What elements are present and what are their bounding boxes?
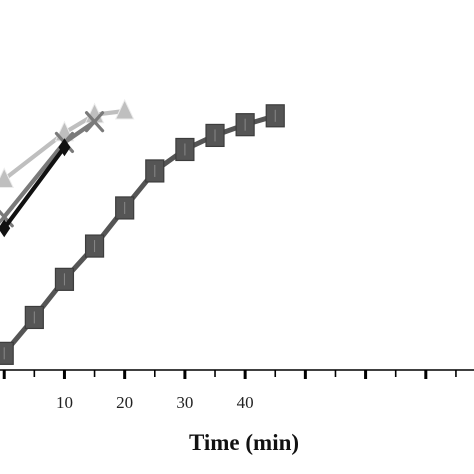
series-line <box>2 145 67 231</box>
plot-area <box>0 98 285 365</box>
triangle-point <box>0 167 15 188</box>
x-axis-title: Time (min) <box>189 430 299 455</box>
x-axis-ticks <box>2 370 457 379</box>
series-square <box>0 104 285 365</box>
series-line <box>1 113 278 356</box>
x-tick-label: 20 <box>116 393 133 412</box>
square-point <box>0 341 14 365</box>
series-diamond <box>0 138 71 238</box>
x-axis-tick-labels: 10 20 30 40 <box>56 393 254 412</box>
triangle-point <box>114 98 135 120</box>
x-tick-label: 30 <box>176 393 193 412</box>
x-tick-label: 40 <box>237 393 254 412</box>
diamond-point <box>0 219 11 238</box>
diamond-point <box>58 138 71 157</box>
cross-point <box>84 111 105 133</box>
series-line <box>2 108 127 182</box>
x-tick-label: 10 <box>56 393 73 412</box>
